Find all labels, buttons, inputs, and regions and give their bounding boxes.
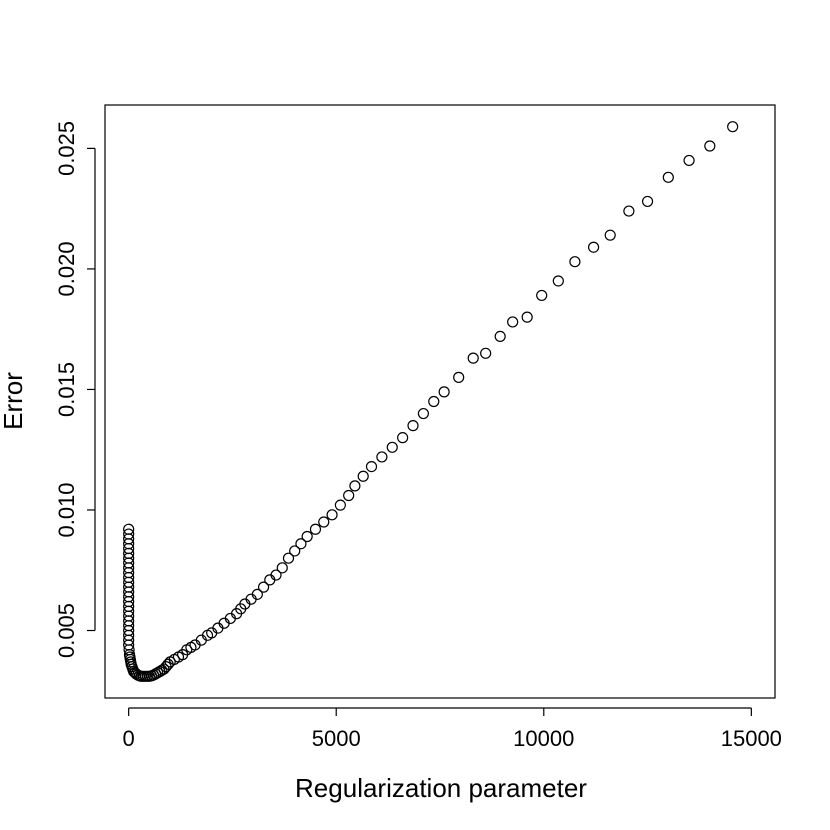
- y-axis-title: Error: [0, 372, 28, 430]
- x-axis: 0 5000 10000 15000: [123, 707, 782, 751]
- data-point: [326, 509, 338, 521]
- x-tick-label: 10000: [513, 726, 574, 751]
- data-point: [604, 229, 616, 241]
- data-point: [727, 121, 739, 133]
- data-point: [662, 171, 674, 183]
- data-point: [349, 480, 361, 492]
- data-point: [301, 530, 313, 543]
- data-point: [289, 545, 301, 557]
- data-point: [536, 289, 548, 302]
- data-point: [587, 241, 600, 253]
- data-points: [123, 121, 739, 682]
- data-point: [704, 140, 716, 152]
- data-point: [156, 664, 168, 676]
- data-point: [318, 516, 330, 528]
- data-point: [417, 407, 429, 420]
- data-point: [641, 195, 654, 208]
- x-tick-label: 15000: [721, 726, 782, 751]
- data-point: [276, 562, 288, 574]
- data-point: [552, 275, 564, 287]
- data-point: [365, 460, 378, 473]
- y-tick-label: 0.020: [54, 241, 79, 296]
- data-point: [343, 489, 355, 502]
- y-tick-label: 0.010: [54, 482, 79, 537]
- data-point: [386, 441, 398, 453]
- data-point: [521, 311, 533, 323]
- data-point: [309, 523, 322, 535]
- data-point: [257, 581, 270, 593]
- y-tick-label: 0.015: [54, 362, 79, 417]
- data-point: [334, 499, 346, 511]
- y-tick-label: 0.005: [54, 603, 79, 658]
- data-point: [282, 552, 295, 564]
- data-point: [251, 588, 263, 600]
- data-point: [453, 371, 465, 383]
- x-axis-title: Regularization parameter: [295, 773, 587, 803]
- data-point: [467, 352, 479, 364]
- data-point: [623, 205, 635, 217]
- data-point: [428, 395, 440, 408]
- x-tick-label: 0: [123, 726, 135, 751]
- data-point: [357, 470, 369, 482]
- data-point: [507, 316, 519, 328]
- x-tick-label: 5000: [312, 726, 361, 751]
- data-point: [295, 538, 307, 550]
- data-point: [376, 451, 388, 463]
- data-point: [683, 154, 695, 167]
- data-point: [569, 256, 581, 268]
- y-tick-label: 0.025: [54, 121, 79, 176]
- y-axis: 0.005 0.010 0.015 0.020 0.025: [54, 121, 96, 658]
- data-point: [494, 330, 506, 343]
- plot-frame: [104, 104, 776, 699]
- data-point: [407, 420, 419, 432]
- data-point: [397, 432, 409, 444]
- data-point: [438, 386, 450, 398]
- data-point: [480, 347, 492, 359]
- data-point: [270, 569, 282, 581]
